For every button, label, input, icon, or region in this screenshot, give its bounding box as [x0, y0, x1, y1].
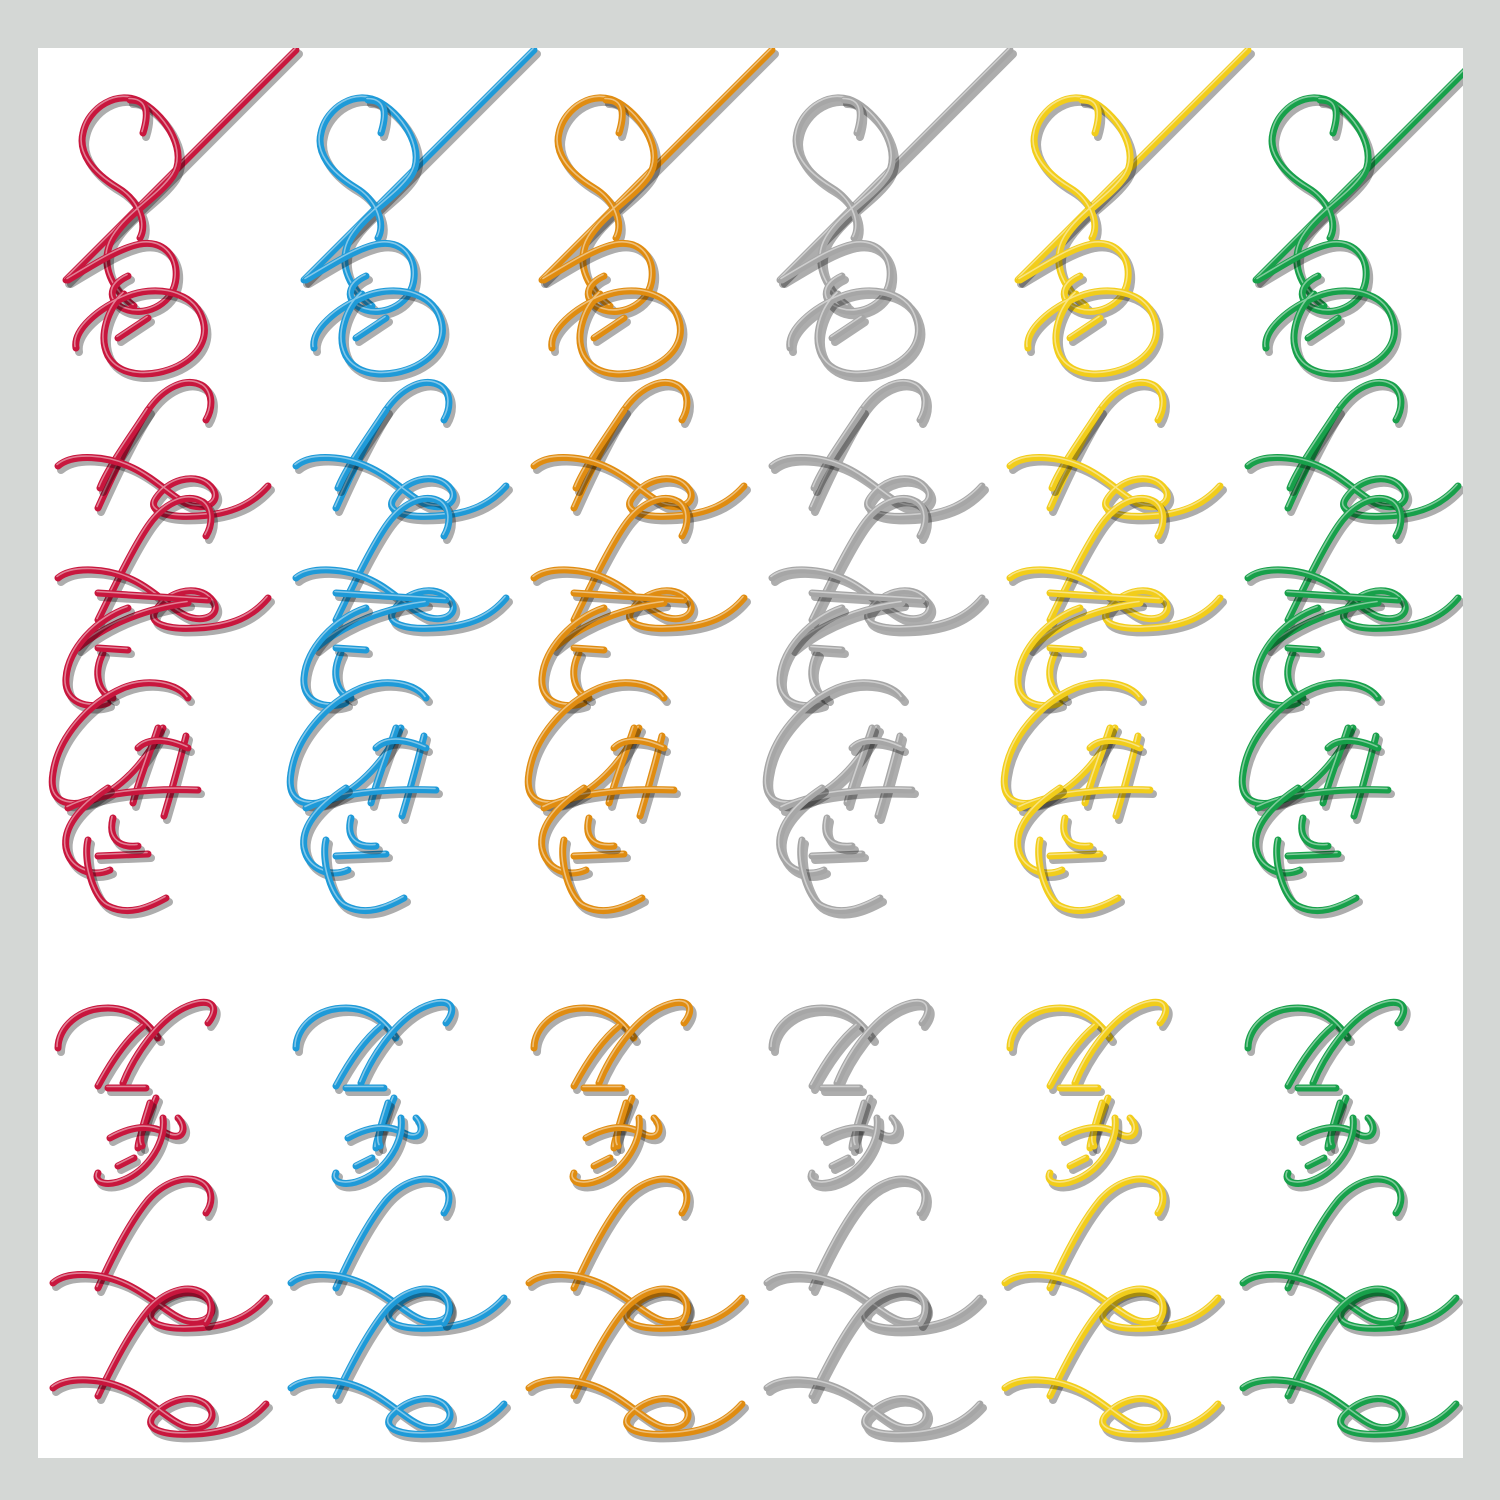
- glyph-y: [331, 1099, 429, 1192]
- calligraphy-artwork: [48, 48, 1463, 1443]
- glyph-l4: [1001, 1285, 1225, 1443]
- glyph-l2: [54, 494, 275, 637]
- glyph-l1: [292, 378, 513, 525]
- glyph-e2: [62, 784, 205, 919]
- glyph-l1: [1244, 378, 1463, 525]
- glyph-l4: [525, 1285, 749, 1443]
- glyph-l1: [1006, 378, 1227, 525]
- glyph-l1: [530, 378, 751, 525]
- glyph-y: [1045, 1099, 1143, 1192]
- glyph-l4: [287, 1285, 511, 1443]
- glyph-e2: [538, 784, 681, 919]
- glyph-l2: [1244, 494, 1463, 637]
- glyph-s: [538, 48, 779, 382]
- glyph-y: [569, 1099, 667, 1192]
- glyph-s: [1252, 68, 1463, 382]
- glyph-g: [286, 679, 433, 824]
- glyph-l4: [763, 1285, 987, 1443]
- glyph-l2: [1006, 494, 1227, 637]
- glyph-g: [1238, 679, 1385, 824]
- letter-column-2: [286, 48, 541, 1443]
- glyph-s: [1014, 48, 1255, 382]
- glyph-s: [776, 48, 1017, 382]
- glyph-e2: [776, 784, 919, 919]
- artwork-canvas: [38, 48, 1463, 1458]
- glyph-l3: [525, 1175, 749, 1337]
- glyph-y: [1283, 1099, 1381, 1192]
- glyph-g: [524, 679, 671, 824]
- glyph-l4: [49, 1285, 273, 1443]
- glyph-l1: [768, 378, 989, 525]
- glyph-g: [48, 679, 195, 824]
- glyph-g: [1000, 679, 1147, 824]
- glyph-e2: [1014, 784, 1157, 919]
- letter-column-1: [48, 48, 303, 1443]
- glyph-s: [300, 48, 541, 382]
- glyph-e2: [300, 784, 443, 919]
- glyph-l2: [292, 494, 513, 637]
- letter-column-6: [1238, 68, 1463, 1443]
- glyph-y: [93, 1099, 191, 1192]
- letter-column-5: [1000, 48, 1255, 1443]
- glyph-h: [292, 998, 459, 1156]
- glyph-h: [530, 998, 697, 1156]
- glyph-l4: [1239, 1285, 1463, 1443]
- glyph-y: [807, 1099, 905, 1192]
- glyph-l2: [530, 494, 751, 637]
- glyph-s: [62, 48, 303, 382]
- letter-column-4: [762, 48, 1017, 1443]
- glyph-l2: [768, 494, 989, 637]
- letter-column-3: [524, 48, 779, 1443]
- glyph-l1: [54, 378, 275, 525]
- glyph-e2: [1252, 784, 1395, 919]
- glyph-g: [762, 679, 909, 824]
- glyph-e1: [538, 599, 671, 714]
